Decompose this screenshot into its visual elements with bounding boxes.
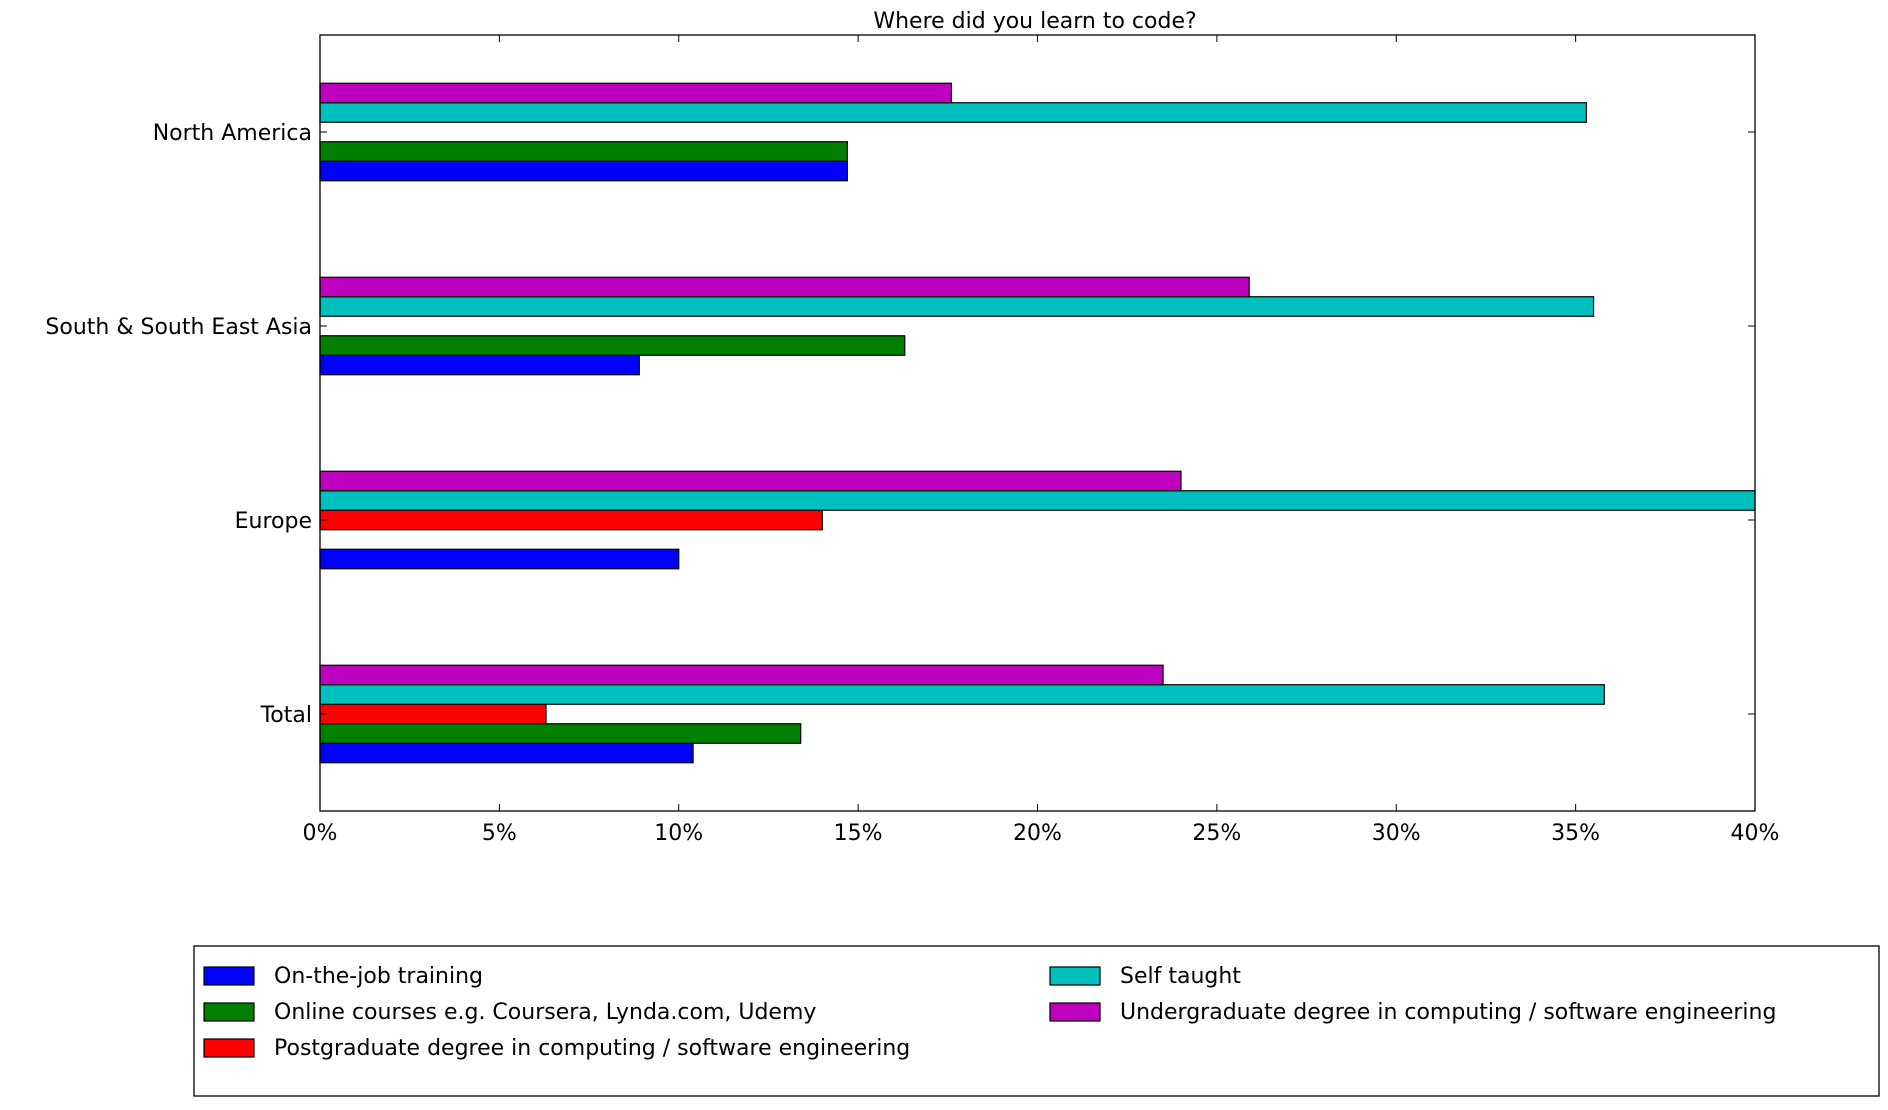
bar-3-1 (319, 296, 1595, 317)
y-tick-label: Total (260, 703, 312, 728)
x-tick-label: 5% (482, 821, 517, 846)
bar-4-2 (319, 470, 1182, 492)
legend: On-the-job training Online courses e.g. C… (193, 945, 1880, 1097)
y-tick-label: South & South East Asia (45, 315, 312, 340)
bar-4-3 (319, 664, 1164, 686)
x-tick-label: 35% (1551, 821, 1600, 846)
legend-swatch (203, 1002, 255, 1022)
x-tick-label: 10% (654, 821, 703, 846)
bar-0-0 (319, 160, 848, 182)
chart-title: Where did you learn to code? (873, 9, 1196, 34)
legend-swatch (203, 966, 255, 986)
x-tick-label: 0% (303, 821, 338, 846)
bar-3-2 (319, 490, 1756, 511)
y-tick-label: North America (153, 121, 312, 146)
bars-layer (319, 82, 1756, 764)
legend-box (193, 945, 1880, 1097)
x-tick-label: 20% (1013, 821, 1062, 846)
x-tick-label: 15% (834, 821, 883, 846)
legend-swatch (203, 1038, 255, 1058)
bar-3-0 (319, 102, 1587, 123)
legend-label: Undergraduate degree in computing / soft… (1120, 1000, 1776, 1025)
bar-0-3 (319, 742, 694, 764)
bar-1-1 (319, 335, 906, 356)
bar-3-3 (319, 684, 1605, 705)
legend-label: Postgraduate degree in computing / softw… (274, 1036, 910, 1061)
legend-swatch (1049, 1002, 1101, 1022)
legend-label: Online courses e.g. Coursera, Lynda.com,… (274, 1000, 816, 1025)
bar-4-0 (319, 82, 953, 104)
legend-label: Self taught (1120, 964, 1241, 989)
bar-0-1 (319, 354, 640, 376)
legend-label: On-the-job training (274, 964, 483, 989)
bar-2-2 (319, 509, 823, 531)
x-tick-label: 25% (1192, 821, 1241, 846)
bar-2-3 (319, 703, 547, 725)
bar-1-0 (319, 141, 848, 162)
y-tick-label: Europe (235, 509, 312, 534)
bar-1-3 (319, 723, 802, 744)
bar-0-2 (319, 548, 680, 570)
axes-layer: North America South & South East Asia Euro… (45, 34, 1780, 846)
x-tick-label: 30% (1372, 821, 1421, 846)
x-tick-label: 40% (1731, 821, 1780, 846)
bar-4-1 (319, 276, 1250, 298)
legend-swatch (1049, 966, 1101, 986)
